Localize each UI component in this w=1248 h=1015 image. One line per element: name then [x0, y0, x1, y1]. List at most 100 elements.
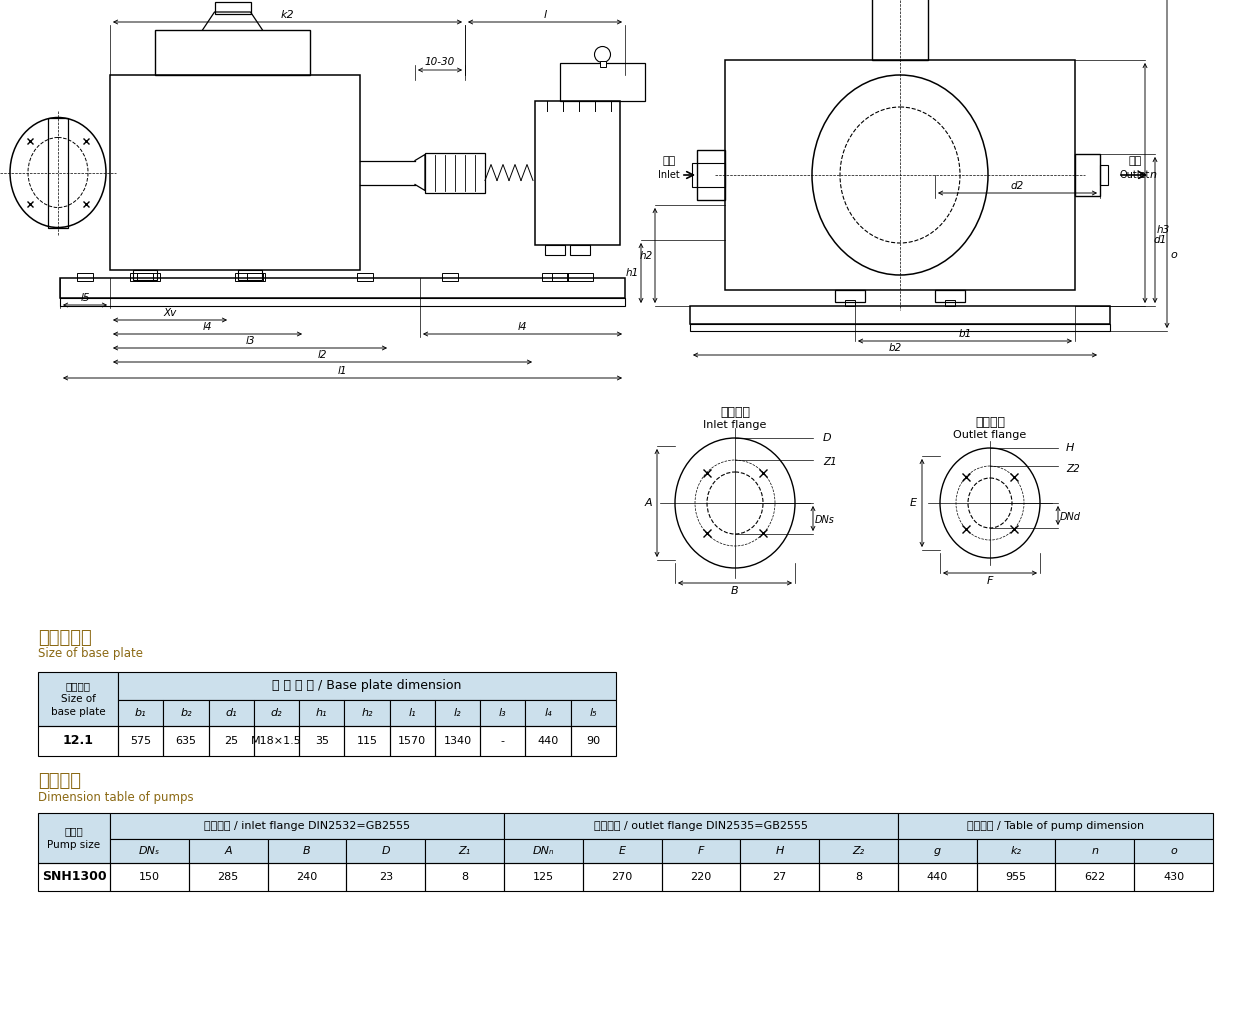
- Text: 出口法兰 / outlet flange DIN2535=GB2555: 出口法兰 / outlet flange DIN2535=GB2555: [594, 821, 807, 831]
- Bar: [110, 75, 359, 270]
- Bar: [163, 700, 208, 726]
- Bar: [897, 839, 977, 863]
- Text: l₄: l₄: [544, 708, 552, 718]
- Text: l1: l1: [338, 366, 347, 376]
- Bar: [525, 726, 570, 756]
- Bar: [819, 839, 897, 863]
- Text: Dimension table of pumps: Dimension table of pumps: [37, 791, 193, 804]
- Text: DNₛ: DNₛ: [139, 845, 160, 856]
- Text: Inlet: Inlet: [658, 170, 680, 180]
- Text: 115: 115: [357, 736, 377, 746]
- Text: k2: k2: [281, 10, 295, 20]
- Text: d2: d2: [1011, 181, 1025, 191]
- Text: 240: 240: [296, 872, 317, 882]
- Bar: [434, 726, 480, 756]
- Bar: [47, 118, 67, 227]
- Bar: [208, 700, 253, 726]
- Text: SNH1300: SNH1300: [41, 871, 106, 883]
- Text: o: o: [1171, 250, 1177, 260]
- Bar: [819, 863, 897, 891]
- Text: 泵尺寸表: 泵尺寸表: [37, 772, 81, 790]
- Bar: [110, 863, 188, 891]
- Bar: [60, 278, 625, 298]
- Bar: [897, 813, 1213, 839]
- Text: A: A: [225, 845, 232, 856]
- Text: l2: l2: [318, 350, 327, 360]
- Bar: [389, 700, 434, 726]
- Text: H: H: [1066, 443, 1075, 453]
- Bar: [977, 863, 1056, 891]
- Text: Inlet flange: Inlet flange: [704, 420, 766, 430]
- Bar: [357, 273, 373, 281]
- Bar: [188, 839, 267, 863]
- Text: Outlet: Outlet: [1119, 170, 1151, 180]
- Bar: [1134, 839, 1213, 863]
- Bar: [426, 863, 504, 891]
- Bar: [570, 700, 617, 726]
- Bar: [560, 63, 645, 100]
- Bar: [504, 863, 583, 891]
- Bar: [238, 270, 262, 280]
- Text: -: -: [500, 736, 505, 746]
- Text: b1: b1: [958, 329, 972, 339]
- Bar: [77, 273, 94, 281]
- Text: D: D: [822, 433, 831, 443]
- Text: 635: 635: [176, 736, 196, 746]
- Text: F: F: [987, 576, 993, 586]
- Bar: [60, 298, 625, 306]
- Text: k₂: k₂: [1011, 845, 1022, 856]
- Bar: [570, 245, 590, 255]
- Text: l₂: l₂: [454, 708, 462, 718]
- Bar: [37, 672, 119, 726]
- Text: 270: 270: [612, 872, 633, 882]
- Bar: [583, 839, 661, 863]
- Text: 622: 622: [1085, 872, 1106, 882]
- Bar: [344, 700, 389, 726]
- Bar: [845, 300, 855, 306]
- Text: 23: 23: [378, 872, 393, 882]
- Text: 底座规格
Size of
base plate: 底座规格 Size of base plate: [51, 681, 105, 718]
- Text: h3: h3: [1157, 225, 1169, 235]
- Bar: [434, 700, 480, 726]
- Text: 955: 955: [1006, 872, 1027, 882]
- Text: 泵尺寸表 / Table of pump dimension: 泵尺寸表 / Table of pump dimension: [967, 821, 1144, 831]
- Bar: [37, 863, 110, 891]
- Bar: [267, 863, 347, 891]
- Text: h₁: h₁: [316, 708, 327, 718]
- Bar: [347, 839, 426, 863]
- Bar: [504, 813, 897, 839]
- Text: Z2: Z2: [1066, 464, 1080, 474]
- Bar: [545, 245, 565, 255]
- Bar: [977, 839, 1056, 863]
- Bar: [1056, 863, 1134, 891]
- Bar: [725, 60, 1075, 290]
- Bar: [945, 300, 955, 306]
- Text: 90: 90: [587, 736, 600, 746]
- Bar: [300, 726, 344, 756]
- Text: l₅: l₅: [589, 708, 598, 718]
- Text: H: H: [775, 845, 784, 856]
- Text: b₂: b₂: [180, 708, 192, 718]
- Bar: [208, 726, 253, 756]
- Bar: [504, 839, 583, 863]
- Text: D: D: [382, 845, 391, 856]
- Bar: [37, 726, 119, 756]
- Bar: [535, 100, 620, 245]
- Bar: [690, 324, 1109, 331]
- Text: E: E: [910, 498, 916, 508]
- Bar: [897, 863, 977, 891]
- Bar: [935, 290, 965, 302]
- Text: 25: 25: [225, 736, 238, 746]
- Bar: [525, 700, 570, 726]
- Bar: [696, 150, 725, 200]
- Bar: [267, 839, 347, 863]
- Text: Xv: Xv: [163, 308, 177, 318]
- Bar: [1056, 839, 1134, 863]
- Bar: [426, 152, 485, 193]
- Bar: [253, 726, 300, 756]
- Text: 12.1: 12.1: [62, 735, 94, 747]
- Text: 150: 150: [139, 872, 160, 882]
- Text: d1: d1: [1153, 235, 1167, 245]
- Bar: [137, 273, 154, 281]
- Text: n: n: [1091, 845, 1098, 856]
